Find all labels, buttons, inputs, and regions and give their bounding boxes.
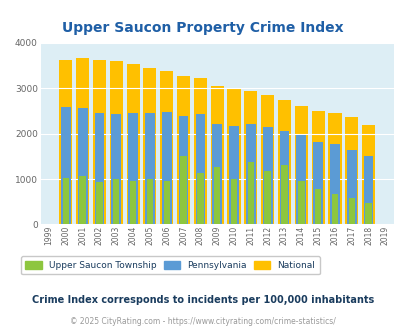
Bar: [111, 114, 121, 224]
Bar: [328, 113, 341, 224]
Bar: [143, 68, 156, 224]
Bar: [297, 181, 304, 224]
Bar: [331, 194, 337, 224]
Bar: [277, 100, 290, 224]
Bar: [78, 108, 87, 224]
Bar: [230, 179, 237, 224]
Bar: [348, 198, 354, 224]
Bar: [145, 113, 154, 224]
Bar: [313, 142, 322, 224]
Text: Upper Saucon Property Crime Index: Upper Saucon Property Crime Index: [62, 21, 343, 35]
Bar: [109, 61, 123, 224]
Text: Crime Index corresponds to incidents per 100,000 inhabitants: Crime Index corresponds to incidents per…: [32, 295, 373, 305]
Bar: [213, 167, 220, 224]
Bar: [363, 156, 373, 224]
Bar: [162, 112, 171, 224]
Bar: [344, 117, 358, 224]
Bar: [130, 181, 136, 224]
Bar: [245, 124, 255, 224]
Bar: [296, 135, 305, 224]
Bar: [177, 76, 190, 224]
Bar: [262, 127, 272, 224]
Bar: [59, 60, 72, 224]
Bar: [197, 173, 203, 224]
Legend: Upper Saucon Township, Pennsylvania, National: Upper Saucon Township, Pennsylvania, Nat…: [21, 256, 319, 274]
Text: © 2025 CityRating.com - https://www.cityrating.com/crime-statistics/: © 2025 CityRating.com - https://www.city…: [70, 317, 335, 326]
Bar: [193, 78, 207, 224]
Bar: [329, 144, 339, 224]
Bar: [361, 124, 374, 224]
Bar: [96, 182, 102, 224]
Bar: [180, 156, 186, 224]
Bar: [314, 188, 320, 224]
Bar: [94, 113, 104, 224]
Bar: [294, 106, 307, 224]
Bar: [61, 107, 70, 224]
Bar: [311, 112, 324, 224]
Bar: [346, 150, 356, 224]
Bar: [260, 95, 273, 224]
Bar: [279, 131, 289, 224]
Bar: [364, 203, 371, 224]
Bar: [93, 60, 106, 224]
Bar: [178, 116, 188, 224]
Bar: [163, 181, 170, 224]
Bar: [62, 178, 69, 224]
Bar: [227, 89, 240, 224]
Bar: [244, 91, 257, 224]
Bar: [281, 165, 287, 224]
Bar: [128, 113, 138, 224]
Bar: [126, 64, 139, 224]
Bar: [264, 171, 270, 224]
Bar: [160, 72, 173, 224]
Bar: [146, 179, 153, 224]
Bar: [212, 124, 222, 224]
Bar: [228, 126, 238, 224]
Bar: [210, 85, 223, 224]
Bar: [76, 58, 89, 224]
Bar: [247, 162, 254, 224]
Bar: [79, 176, 85, 224]
Bar: [113, 179, 119, 224]
Bar: [195, 114, 205, 224]
